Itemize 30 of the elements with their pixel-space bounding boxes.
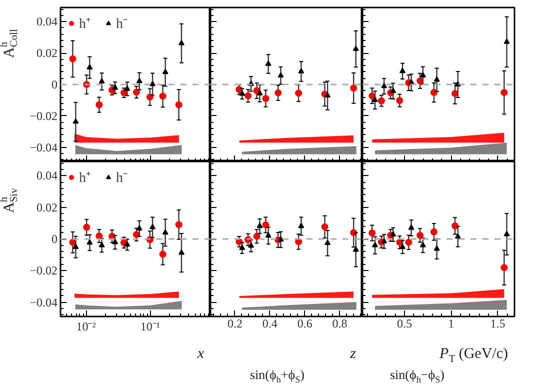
y-tick-label: 0.04 [36,14,58,29]
x-tick-label: 1.5 [490,316,506,330]
y-tick-label: 0.02 [36,200,58,214]
y-tick-label: −0.02 [30,108,58,123]
x-axis-title: P$_{T}$ (GeV/c) [438,345,508,367]
y-tick-label: −0.04 [30,295,58,310]
x-tick-label: 10⁻¹ [140,320,160,334]
x-tick-label: 0.6 [297,316,312,330]
y-tick-label: 0 [52,78,58,92]
legend-label: h⁻ [116,170,129,187]
x-tick-label: 0.2 [227,316,242,330]
x-tick-label: 0.8 [332,316,348,330]
text: sin(ϕ$_{h}$−ϕ$_{S}$) [389,366,444,387]
y-axis-title: AhColl [0,29,20,58]
y-tick-label: −0.04 [30,140,58,154]
y-tick-label: 0 [52,232,58,246]
legend-label: h⁺ [79,16,92,33]
text: sin(ϕ$_{h}$+ϕ$_{S}$) [249,366,304,387]
y-tick-label: 0.04 [36,168,58,183]
y-tick-label: 0.02 [36,46,58,60]
x-axis-title: x [197,346,204,362]
y-axis-title: AhSiv [0,188,20,213]
x-tick-label: 0.5 [396,316,412,330]
x-axis-title: z [350,346,356,362]
x-tick-label: 0.4 [262,316,278,330]
y-tick-label: −0.02 [30,264,58,278]
legend-label: h⁻ [116,16,129,33]
legend-label: h⁺ [79,170,92,187]
x-tick-label: 10⁻² [76,320,96,334]
x-tick-label: 1 [448,316,454,330]
